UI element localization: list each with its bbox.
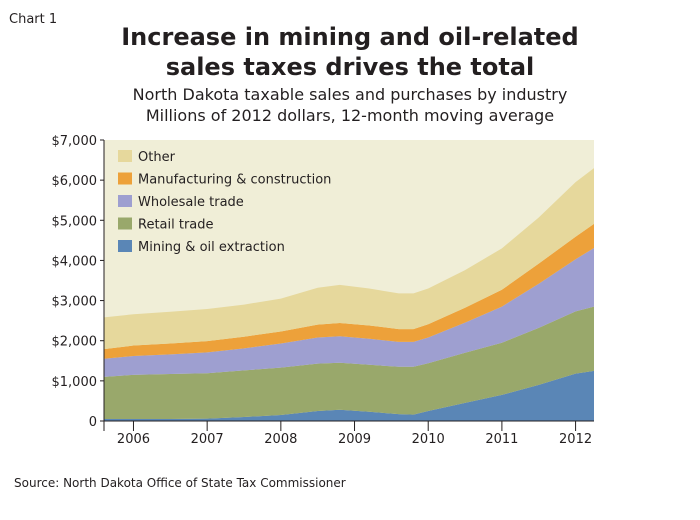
legend-swatch-mining-and-oil-extraction	[118, 240, 132, 252]
legend-label-mining-and-oil-extraction: Mining & oil extraction	[138, 240, 285, 255]
y-tick-label: $6,000	[52, 174, 98, 189]
legend-swatch-manufacturing-and-construction	[118, 172, 132, 185]
chart-label: Chart 1	[9, 12, 58, 27]
y-tick-label: 0	[89, 415, 97, 430]
chart-subtitle: North Dakota taxable sales and purchases…	[0, 84, 700, 126]
x-tick-label: 2011	[485, 432, 518, 447]
y-tick-label: $7,000	[52, 134, 98, 149]
source-note: Source: North Dakota Office of State Tax…	[14, 476, 346, 490]
area-manufacturing-and-construction	[104, 223, 594, 359]
legend-label-other: Other	[138, 150, 176, 165]
y-tick-label: $3,000	[52, 295, 98, 310]
y-tick-label: $2,000	[52, 335, 98, 350]
x-tick-label: 2008	[264, 432, 297, 447]
chart-title-line-1: Increase in mining and oil-related	[121, 23, 579, 51]
legend-swatch-other	[118, 150, 132, 162]
chart-subtitle-line-1: North Dakota taxable sales and purchases…	[132, 85, 568, 104]
legend-swatch-wholesale-trade	[118, 195, 132, 207]
chart-subtitle-line-2: Millions of 2012 dollars, 12-month movin…	[145, 106, 555, 125]
x-tick-label: 2007	[191, 432, 224, 447]
x-tick-label: 2010	[412, 432, 445, 447]
area-other	[104, 168, 594, 350]
y-tick-label: $1,000	[52, 375, 98, 390]
legend-swatch-retail-trade	[118, 217, 132, 230]
y-tick-label: $4,000	[52, 254, 98, 269]
x-tick-label: 2012	[559, 432, 592, 447]
area-wholesale-trade	[104, 247, 594, 377]
area-retail-trade	[104, 306, 594, 419]
chart-title-line-2: sales taxes drives the total	[165, 53, 535, 81]
x-tick-label: 2009	[338, 432, 371, 447]
legend-label-retail-trade: Retail trade	[138, 218, 214, 233]
y-tick-label: $5,000	[52, 214, 98, 229]
area-mining-and-oil-extraction	[104, 370, 594, 421]
chart-title: Increase in mining and oil-related sales…	[0, 22, 700, 82]
x-tick-label: 2006	[117, 432, 150, 447]
legend-label-wholesale-trade: Wholesale trade	[138, 195, 244, 210]
legend-label-manufacturing-and-construction: Manufacturing & construction	[138, 173, 331, 188]
